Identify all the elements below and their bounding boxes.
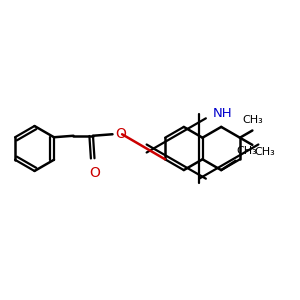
Text: CH₃: CH₃ <box>236 146 257 156</box>
Text: O: O <box>115 127 126 141</box>
Text: CH₃: CH₃ <box>254 147 274 157</box>
Text: O: O <box>89 166 100 180</box>
Text: NH: NH <box>213 107 233 120</box>
Text: CH₃: CH₃ <box>242 115 263 125</box>
